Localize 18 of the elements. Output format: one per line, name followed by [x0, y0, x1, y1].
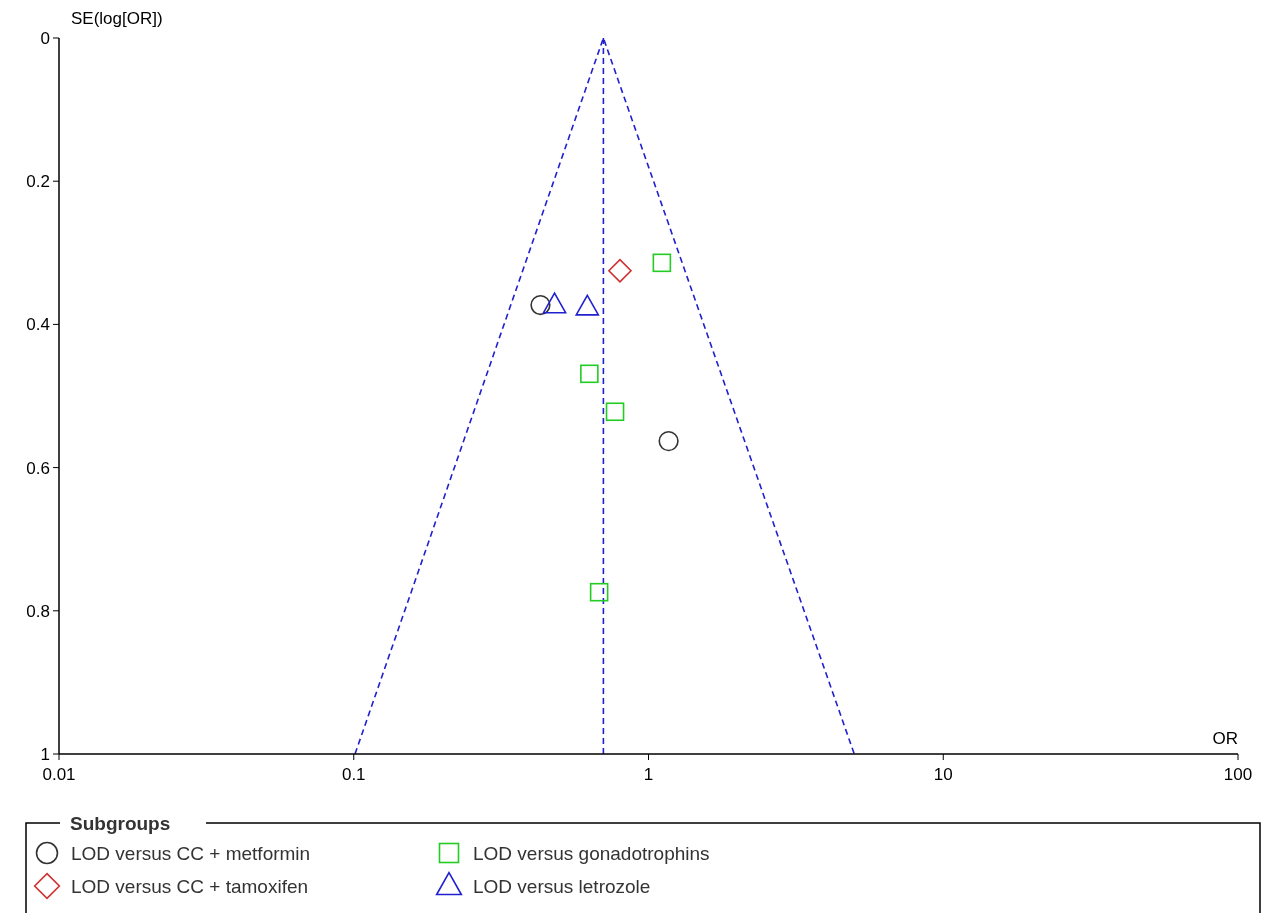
x-axis-title: OR [1212, 729, 1238, 748]
legend-title: Subgroups [70, 813, 171, 834]
y-axis-title: SE(log[OR]) [71, 9, 163, 28]
x-tick-label: 0.1 [341, 765, 366, 784]
x-tick-label: 10 [933, 765, 953, 784]
x-tick-label: 100 [1223, 765, 1253, 784]
legend-label: LOD versus letrozole [473, 875, 651, 897]
y-tick-label: 0.4 [26, 315, 50, 335]
y-tick-label: 0.2 [26, 172, 50, 192]
y-tick-label: 0.6 [26, 458, 50, 478]
y-tick-label: 0.8 [26, 601, 50, 621]
y-tick-label: 0 [40, 28, 50, 48]
legend-label: LOD versus gonadotrophins [473, 842, 710, 864]
legend-label: LOD versus CC + metformin [71, 842, 311, 864]
x-tick-label: 0.01 [42, 765, 76, 784]
x-tick-label: 1 [643, 765, 654, 784]
legend-label: LOD versus CC + tamoxifen [71, 875, 309, 897]
y-tick-label: 1 [40, 744, 50, 764]
